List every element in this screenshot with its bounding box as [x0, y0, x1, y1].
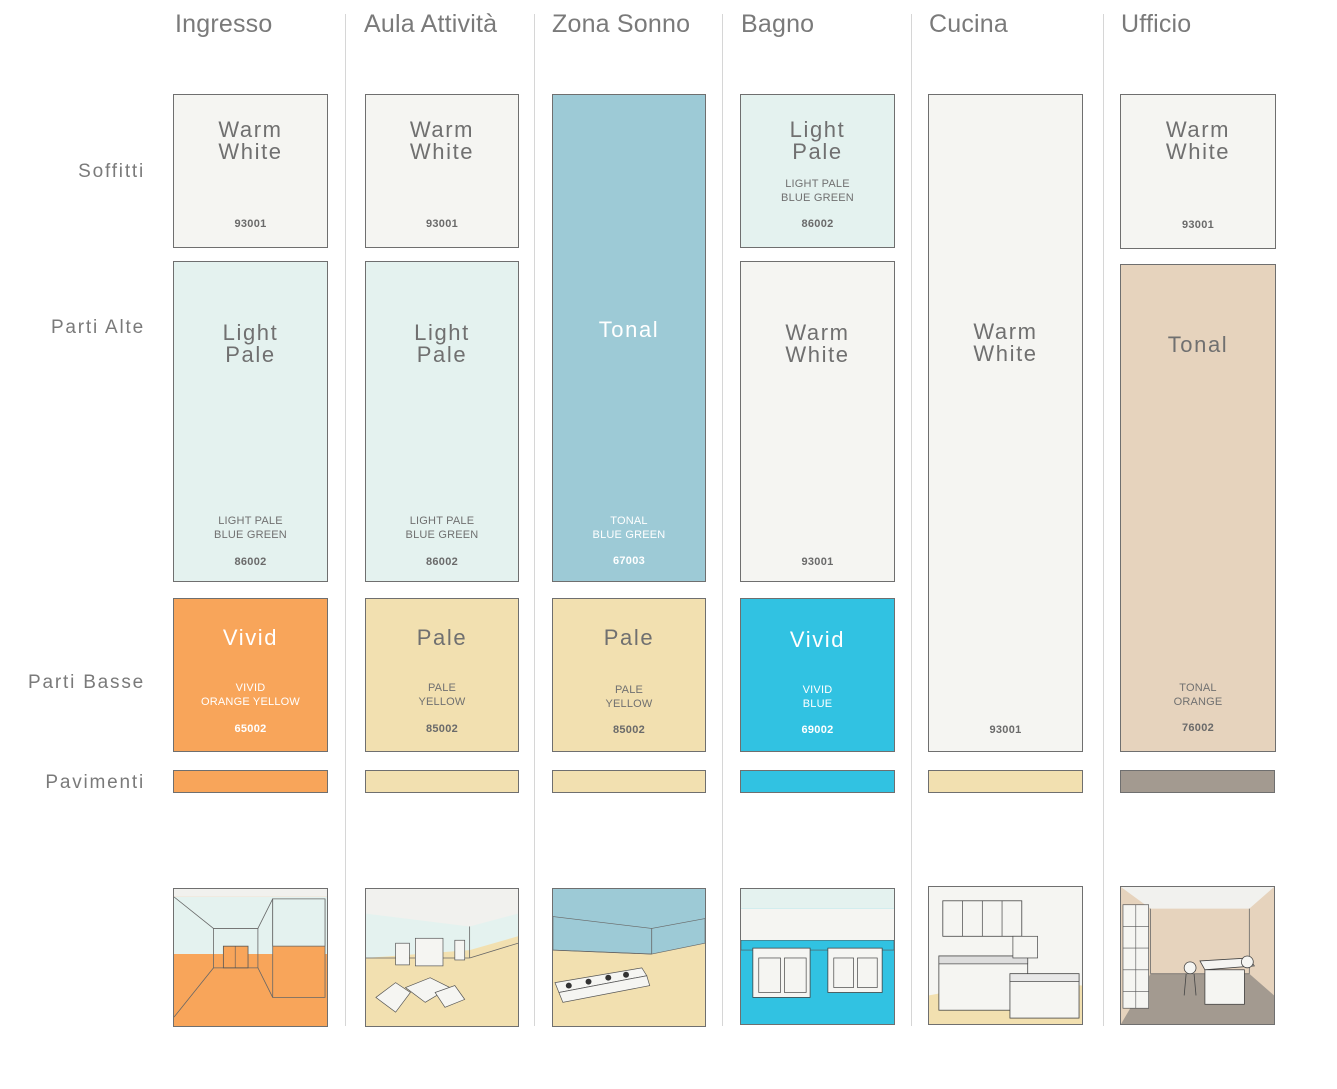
swatch-code: 93001	[801, 556, 834, 568]
swatch-zona-sonno-parti-basse: Pale PALE YELLOW 85002	[552, 598, 706, 752]
swatch-name: Vivid	[222, 625, 279, 650]
swatch-aula-soffitti: Warm White 93001	[365, 94, 519, 248]
swatch-bagno-parti-alte: Warm White 93001	[740, 261, 895, 582]
swatch-name: Warm White	[409, 117, 475, 164]
swatch-description: VIVID BLUE	[802, 684, 833, 710]
swatch-name: Light Pale	[789, 117, 846, 164]
swatch-code: 86002	[801, 218, 834, 230]
room-illustration-ufficio	[1120, 886, 1275, 1025]
swatch-ingresso-soffitti: Warm White 93001	[173, 94, 328, 248]
column-divider	[722, 14, 723, 1026]
column-header-ingresso: Ingresso	[175, 10, 273, 38]
swatch-code: 69002	[801, 724, 834, 736]
swatch-ufficio-soffitti: Warm White 93001	[1120, 94, 1276, 249]
swatch-code: 86002	[425, 556, 459, 568]
row-label-soffitti: Soffitti	[78, 161, 145, 182]
column-header-ufficio: Ufficio	[1121, 10, 1192, 38]
swatch-code: 93001	[425, 218, 459, 230]
swatch-name: Pale	[416, 625, 468, 650]
swatch-code: 93001	[1181, 219, 1215, 231]
swatch-name: Warm White	[1165, 117, 1231, 164]
floor-ufficio	[1120, 770, 1275, 793]
swatch-name: Warm White	[973, 319, 1038, 366]
swatch-description: LIGHT PALE BLUE GREEN	[214, 515, 287, 541]
room-illustration-aula-attivita	[365, 888, 519, 1027]
floor-bagno	[740, 770, 895, 793]
swatch-description: VIVID ORANGE YELLOW	[201, 682, 300, 708]
swatch-name: Warm White	[218, 117, 283, 164]
swatch-ingresso-parti-basse: Vivid VIVID ORANGE YELLOW 65002	[173, 598, 328, 752]
column-header-aula-attivita: Aula Attività	[364, 10, 498, 38]
swatch-ingresso-parti-alte: Light Pale LIGHT PALE BLUE GREEN 86002	[173, 261, 328, 582]
swatch-description: PALE YELLOW	[605, 684, 653, 710]
swatch-bagno-parti-basse: Vivid VIVID BLUE 69002	[740, 598, 895, 752]
swatch-name: Light Pale	[414, 320, 470, 367]
swatch-cucina-pareti: Warm White 93001	[928, 94, 1083, 752]
swatch-code: 86002	[234, 556, 267, 568]
column-divider	[1103, 14, 1104, 1026]
swatch-name: Warm White	[785, 320, 850, 367]
column-header-cucina: Cucina	[929, 10, 1009, 38]
swatch-code: 85002	[612, 724, 646, 736]
swatch-aula-parti-basse: Pale PALE YELLOW 85002	[365, 598, 519, 752]
swatch-code: 67003	[612, 555, 646, 567]
column-header-zona-sonno: Zona Sonno	[552, 10, 691, 38]
room-illustration-cucina	[928, 886, 1083, 1025]
swatch-code: 65002	[234, 723, 267, 735]
swatch-description: PALE YELLOW	[418, 682, 466, 708]
swatch-description: LIGHT PALE BLUE GREEN	[781, 178, 854, 204]
column-divider	[911, 14, 912, 1026]
swatch-description: TONAL BLUE GREEN	[592, 515, 666, 541]
row-label-pavimenti: Pavimenti	[45, 772, 145, 793]
swatch-name: Vivid	[789, 627, 846, 652]
swatch-zona-sonno-parti-alte: Tonal TONAL BLUE GREEN 67003	[552, 94, 706, 582]
swatch-code: 93001	[989, 724, 1022, 736]
column-divider	[534, 14, 535, 1026]
room-illustration-bagno	[740, 888, 895, 1025]
swatch-description: TONAL ORANGE	[1173, 682, 1223, 708]
room-illustration-ingresso	[173, 888, 328, 1027]
floor-aula-attivita	[365, 770, 519, 793]
swatch-name: Light Pale	[222, 320, 279, 367]
swatch-bagno-soffitti: Light Pale LIGHT PALE BLUE GREEN 86002	[740, 94, 895, 248]
swatch-name: Pale	[603, 625, 655, 650]
row-label-parti-alte: Parti Alte	[50, 317, 145, 338]
swatch-ufficio-pareti: Tonal TONAL ORANGE 76002	[1120, 264, 1276, 752]
row-label-parti-basse: Parti Basse	[28, 672, 145, 693]
floor-cucina	[928, 770, 1083, 793]
swatch-code: 93001	[234, 218, 267, 230]
swatch-name: Tonal	[1167, 332, 1229, 357]
column-header-bagno: Bagno	[741, 10, 815, 38]
room-illustration-zona-sonno	[552, 888, 706, 1027]
swatch-code: 85002	[425, 723, 459, 735]
swatch-name: Tonal	[598, 317, 660, 342]
swatch-description: LIGHT PALE BLUE GREEN	[405, 515, 479, 541]
swatch-aula-parti-alte: Light Pale LIGHT PALE BLUE GREEN 86002	[365, 261, 519, 582]
floor-ingresso	[173, 770, 328, 793]
floor-zona-sonno	[552, 770, 706, 793]
column-divider	[345, 14, 346, 1026]
swatch-code: 76002	[1181, 722, 1215, 734]
